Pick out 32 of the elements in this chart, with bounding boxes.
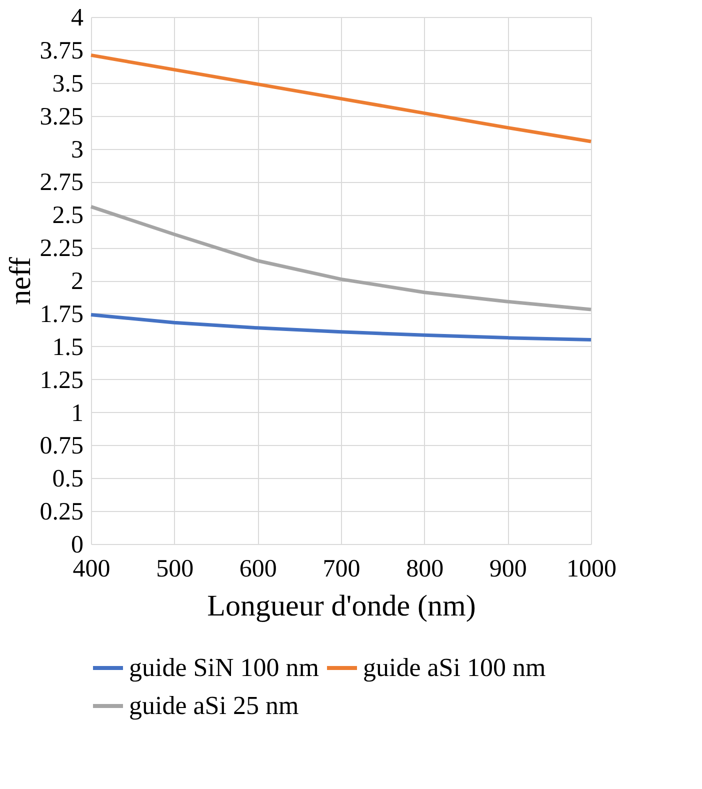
legend-label: guide aSi 25 nm — [129, 691, 299, 720]
y-tick-label: 0.75 — [40, 432, 84, 460]
y-tick-label: 4 — [71, 4, 84, 32]
y-tick-label: 0.25 — [40, 498, 84, 526]
y-tick-label: 3 — [71, 136, 84, 164]
y-tick-label: 3.5 — [52, 70, 84, 98]
y-tick-label: 0.5 — [52, 466, 84, 493]
y-tick-label: 2.5 — [52, 202, 84, 230]
legend-label: guide SiN 100 nm — [129, 653, 319, 682]
y-tick-label: 2 — [71, 268, 84, 295]
line-series — [89, 313, 593, 342]
y-tick-label: 0 — [71, 532, 84, 558]
x-tick-label: 1000 — [566, 556, 616, 582]
y-tick-label: 1.75 — [40, 300, 84, 328]
y-tick-label: 1.5 — [52, 334, 84, 361]
x-axis-title: Longueur d'onde (nm) — [207, 590, 476, 622]
x-tick-label: 500 — [156, 556, 194, 582]
x-tick-label: 600 — [239, 556, 277, 582]
x-tick-label: 700 — [322, 556, 360, 582]
y-axis-title: neff — [4, 257, 37, 305]
y-tick-label: 3.25 — [40, 103, 84, 130]
line-series — [89, 53, 593, 144]
y-tick-label: 1 — [71, 400, 84, 427]
y-tick-label: 2.75 — [40, 169, 84, 196]
x-tick-label: 800 — [406, 556, 444, 582]
x-tick-label: 400 — [72, 556, 110, 582]
y-tick-label: 2.25 — [40, 235, 84, 262]
y-tick-label: 1.25 — [40, 366, 84, 394]
x-tick-label: 900 — [489, 556, 527, 582]
legend-label: guide aSi 100 nm — [363, 653, 546, 682]
y-tick-label: 3.75 — [40, 37, 84, 64]
line-series — [89, 204, 593, 312]
